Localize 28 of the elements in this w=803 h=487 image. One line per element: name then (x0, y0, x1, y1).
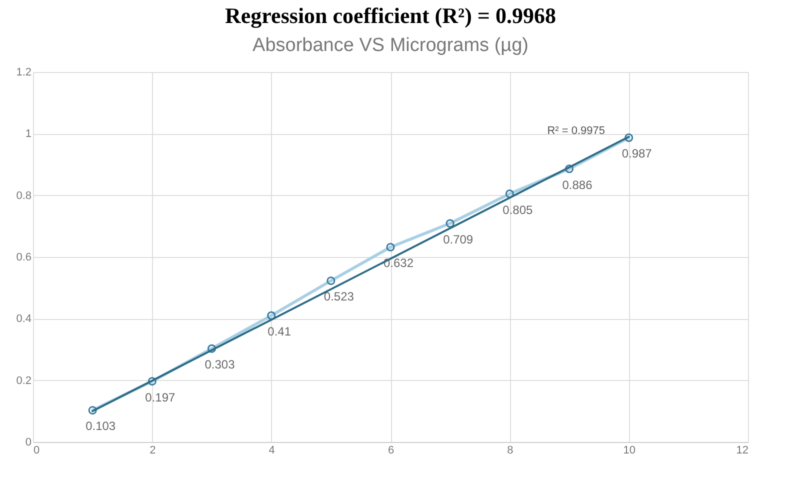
y-tick-label: 0.2 (16, 374, 32, 387)
data-label: 0.987 (622, 146, 652, 161)
x-tick-label: 0 (34, 444, 40, 456)
annotation: R² = 0.9975 (547, 125, 605, 138)
x-tick-label: 2 (150, 444, 156, 456)
point (624, 133, 634, 142)
x-tick-label: 12 (736, 444, 748, 456)
data-label: 0.103 (86, 419, 116, 434)
x-tick-label: 8 (507, 444, 514, 456)
data-label: 0.632 (383, 256, 414, 270)
chart-subtitle: Absorbance VS Micrograms (µg) (252, 35, 528, 56)
x-tick-label: 10 (623, 444, 636, 456)
x-tick-label: 4 (268, 444, 275, 456)
data-label: 0.709 (443, 232, 474, 246)
y-tick-label: 1.2 (16, 66, 32, 78)
y-tick-label: 0.4 (16, 313, 32, 326)
x-tick-label: 6 (388, 444, 394, 456)
data-label: 0.197 (145, 390, 176, 404)
data-label: 0.523 (324, 290, 354, 304)
y-tick-label: 0.6 (16, 252, 32, 264)
data-label: 0.303 (204, 358, 236, 372)
y-tick-label: 1 (25, 128, 32, 140)
data-label: 0.41 (268, 324, 292, 339)
y-tick-label: 0 (25, 436, 32, 448)
y-tick-label: 0.8 (16, 190, 32, 202)
chart-title: Regression coefficient (R²) = 0.9968 (225, 3, 556, 28)
data-label: 0.805 (502, 202, 534, 217)
data-label: 0.886 (562, 178, 593, 192)
